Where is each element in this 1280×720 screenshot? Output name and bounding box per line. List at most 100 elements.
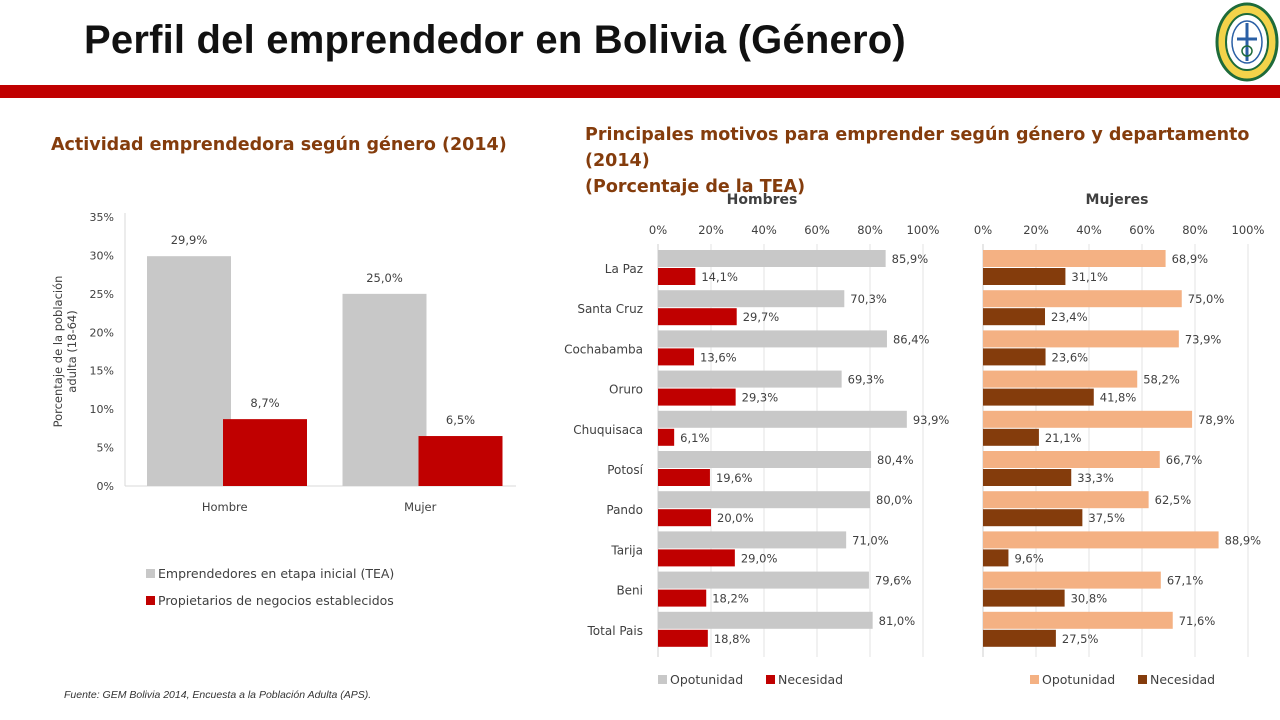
bar [147,256,231,486]
bar-data-label: 80,4% [877,453,914,467]
legend-label: Emprendedores en etapa inicial (TEA) [158,566,394,581]
x-tick-label: 0% [974,223,992,237]
category-label: La Paz [605,262,643,276]
panel-title: Mujeres [1086,192,1149,208]
bar-data-label: 13,6% [700,350,737,364]
bar-data-label: 71,6% [1179,614,1216,628]
bar-data-label: 29,7% [743,310,780,324]
bar [658,549,735,567]
x-tick-label: 80% [857,223,883,237]
category-label: Tarija [610,543,643,557]
bar [658,611,873,629]
bar-data-label: 27,5% [1062,632,1099,646]
bar-data-label: 73,9% [1185,332,1222,346]
legend-label: Opotunidad [670,672,743,687]
category-label: Cochabamba [564,342,643,356]
x-tick-label: 100% [1232,223,1265,237]
x-tick-label: Hombre [202,500,248,514]
bar [658,370,842,388]
bar [658,571,869,589]
x-tick-label: 60% [804,223,830,237]
bar [342,293,427,486]
bar [658,491,870,509]
right-chart-heading-line2: (Porcentaje de la TEA) [585,177,806,197]
bar [983,451,1160,468]
bar-data-label: 70,3% [850,292,887,306]
gender-activity-chart: 0% 5% 10% 15% 20% 25% 30% 35% Porcentaje de la p… [51,211,516,608]
panel-title: Hombres [727,192,798,208]
bar-data-label: 23,6% [1052,350,1089,364]
bar [983,491,1149,509]
bar [223,419,307,486]
x-tick-label: Mujer [404,500,436,514]
bar-data-label: 41,8% [1100,391,1137,405]
bar [658,531,847,549]
bar-data-label: 80,0% [876,493,913,507]
bar-data-label: 20,0% [717,511,754,525]
bar [983,388,1094,406]
bar-data-label: 88,9% [1225,533,1262,547]
bar-data-label: 79,6% [875,574,912,588]
y-axis-label-line: Porcentaje de la población [51,276,65,428]
bar [983,611,1173,629]
legend-swatch [146,596,155,605]
bar [658,509,711,527]
bar [658,250,886,267]
bar [658,308,737,326]
x-tick-label: 80% [1182,223,1208,237]
bar-data-label: 29,0% [741,551,778,565]
page-title: Perfil del emprendedor en Bolivia (Géner… [84,18,906,62]
bar [983,531,1219,549]
y-tick-label: 35% [90,211,114,224]
title-divider-bar [0,85,1280,98]
bar [983,571,1161,589]
legend-label: Opotunidad [1042,672,1115,687]
bar [983,509,1083,527]
legend-label: Necesidad [1150,672,1215,687]
motives-charts: Hombres 0% 20% 40% 60% 80% 100% 85,9% 14,1% La Pa… [564,192,1265,687]
bar-data-label: 18,8% [714,632,751,646]
bar [983,589,1065,607]
bar-data-label: 25,0% [366,271,403,285]
bar-data-label: 78,9% [1198,413,1235,427]
bar-data-label: 8,7% [250,396,279,410]
bar [983,469,1072,486]
bar-data-label: 71,0% [852,533,889,547]
bar [658,451,872,468]
bar [658,469,710,486]
bar [983,629,1056,647]
y-axis-label: Porcentaje de la poblaciónadulta (18-64) [51,276,79,428]
x-tick-label: 60% [1129,223,1155,237]
bar [983,250,1166,267]
bar [658,388,736,406]
bar-data-label: 37,5% [1088,511,1125,525]
bar-data-label: 81,0% [879,614,916,628]
y-axis-label-line: adulta (18-64) [65,310,79,392]
bar-data-label: 6,1% [680,431,709,445]
category-label: Total Pais [587,624,643,638]
bar-data-label: 14,1% [701,270,738,284]
legend-swatch [146,569,155,578]
bar-data-label: 93,9% [913,413,950,427]
bar [983,308,1046,326]
category-label: Pando [606,503,643,517]
left-chart-heading: Actividad emprendedora según género (201… [51,135,507,155]
x-tick-label: 0% [649,223,667,237]
legend-swatch [658,675,667,684]
bar [983,290,1182,308]
category-label: Oruro [609,383,643,397]
bar-data-label: 62,5% [1155,493,1192,507]
legend-swatch [1138,675,1147,684]
bar [658,410,907,428]
bar [983,330,1179,348]
bar-data-label: 66,7% [1166,453,1203,467]
x-tick-label: 20% [1023,223,1049,237]
x-tick-label: 40% [751,223,777,237]
bar-data-label: 30,8% [1071,592,1108,606]
source-note: Fuente: GEM Bolivia 2014, Encuesta a la … [64,689,372,701]
category-label: Potosí [607,463,643,477]
bar-data-label: 6,5% [446,413,475,427]
bar-data-label: 86,4% [893,332,930,346]
bar-data-label: 75,0% [1188,292,1225,306]
bar-data-label: 31,1% [1071,270,1108,284]
